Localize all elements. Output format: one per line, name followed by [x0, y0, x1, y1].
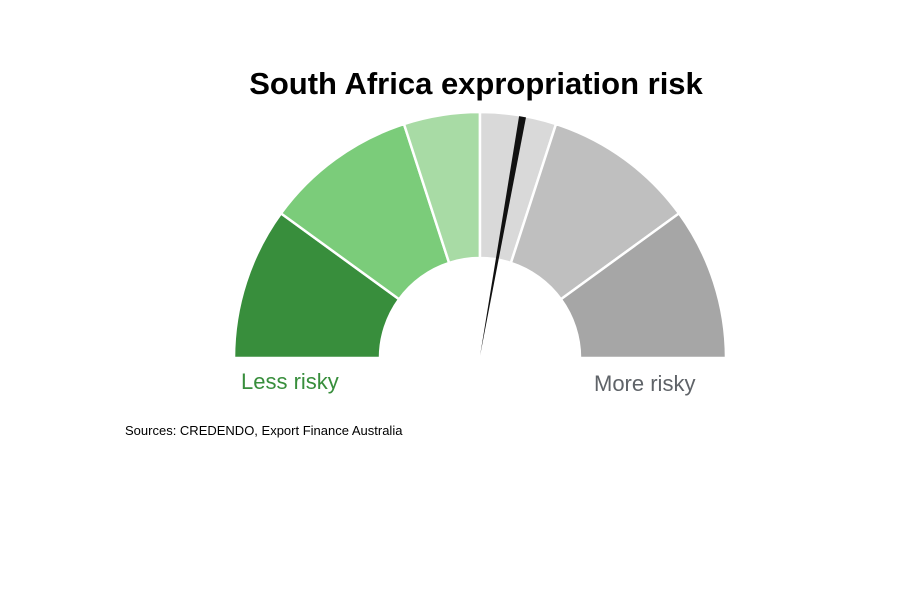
gauge-segments — [232, 110, 728, 360]
chart-title: South Africa expropriation risk — [249, 66, 703, 101]
source-note: Sources: CREDENDO, Export Finance Austra… — [125, 423, 403, 438]
less-risky-label: Less risky — [241, 369, 339, 394]
gauge-needle — [480, 116, 526, 356]
gauge-segment — [559, 211, 728, 360]
more-risky-label: More risky — [594, 371, 696, 396]
